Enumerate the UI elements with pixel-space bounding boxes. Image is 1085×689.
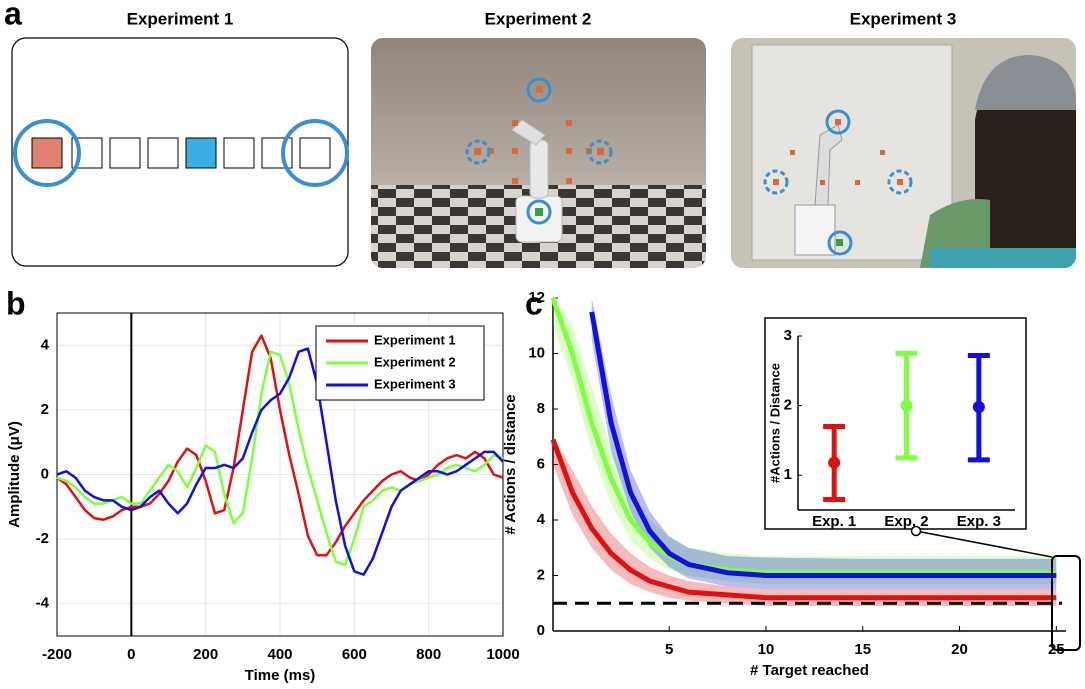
panel-title: Experiment 2 <box>485 9 592 28</box>
y-tick-label: 1 <box>784 466 792 483</box>
x-tick-label: 5 <box>665 641 673 658</box>
experiment-1-scene <box>12 38 348 266</box>
y-tick-label: 6 <box>537 455 545 472</box>
panel-label: a <box>4 0 22 31</box>
y-tick-label: 8 <box>537 400 545 417</box>
x-tick-label: 15 <box>854 641 871 658</box>
y-tick-label: 0 <box>537 622 545 639</box>
mean-point <box>828 457 840 469</box>
y-tick-label: -4 <box>36 595 50 612</box>
x-tick-label: 0 <box>127 646 135 663</box>
y-axis-label: #Actions / Distance <box>767 363 782 483</box>
legend-label: Experiment 2 <box>374 354 456 369</box>
x-tick-label: Exp. 3 <box>957 513 1001 530</box>
zoom-anchor <box>912 527 921 536</box>
y-tick-label: 4 <box>537 511 546 528</box>
x-axis-label: # Target reached <box>750 662 869 679</box>
y-tick-label: 4 <box>41 336 50 353</box>
mean-point <box>901 400 913 412</box>
y-tick-label: 2 <box>784 397 792 414</box>
x-tick-label: 600 <box>342 646 367 663</box>
x-tick-label: 400 <box>267 646 292 663</box>
y-tick-label: 3 <box>784 327 792 344</box>
x-tick-label: Exp. 1 <box>812 513 856 530</box>
figure: a b c Experiment 1 Experiment 2 Experime… <box>0 0 1085 689</box>
panel-title: Experiment 3 <box>850 9 957 28</box>
x-tick-label: 800 <box>416 646 441 663</box>
x-tick-label: -200 <box>42 646 72 663</box>
y-tick-label: -2 <box>36 530 49 547</box>
y-tick-label: 12 <box>528 289 545 306</box>
experiment-2-scene <box>371 38 706 268</box>
x-tick-label: 20 <box>951 641 968 658</box>
mean-point <box>973 401 985 413</box>
x-tick-label: 1000 <box>486 646 519 663</box>
inset-box <box>765 318 1026 529</box>
x-tick-label: 200 <box>193 646 218 663</box>
y-tick-label: 10 <box>528 344 545 361</box>
x-tick-label: 10 <box>758 641 775 658</box>
panel-title: Experiment 1 <box>127 9 234 28</box>
y-tick-label: 0 <box>41 465 49 482</box>
y-axis-label: # Actions / distance <box>502 394 519 534</box>
legend-label: Experiment 1 <box>374 332 456 347</box>
y-tick-label: 2 <box>41 401 49 418</box>
y-tick-label: 2 <box>537 566 545 583</box>
x-tick-label: Exp. 2 <box>884 513 928 530</box>
panel-label: b <box>6 285 26 321</box>
experiment-3-scene <box>731 38 1076 268</box>
x-axis-label: Time (ms) <box>245 667 316 684</box>
legend-label: Experiment 3 <box>374 376 456 391</box>
y-axis-label: Amplitude (μV) <box>6 421 23 528</box>
